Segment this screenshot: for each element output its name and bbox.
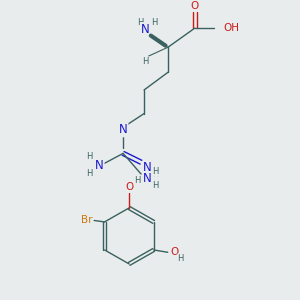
- Text: H: H: [134, 176, 141, 185]
- Text: H: H: [137, 18, 143, 27]
- Text: H: H: [177, 254, 184, 263]
- Text: O: O: [125, 182, 133, 192]
- Text: N: N: [143, 172, 152, 185]
- Text: H: H: [86, 152, 93, 161]
- Text: H: H: [152, 170, 159, 179]
- Text: H: H: [151, 18, 157, 27]
- Text: H: H: [152, 181, 159, 190]
- Text: H: H: [142, 57, 148, 66]
- Text: OH: OH: [223, 23, 239, 33]
- Text: H: H: [86, 169, 93, 178]
- Text: Br: Br: [81, 215, 92, 226]
- Text: H: H: [152, 167, 159, 176]
- Text: N: N: [141, 23, 150, 36]
- Text: N: N: [143, 161, 152, 174]
- Text: N: N: [95, 159, 103, 172]
- Text: O: O: [170, 247, 179, 257]
- Text: O: O: [191, 1, 199, 11]
- Text: N: N: [119, 123, 128, 136]
